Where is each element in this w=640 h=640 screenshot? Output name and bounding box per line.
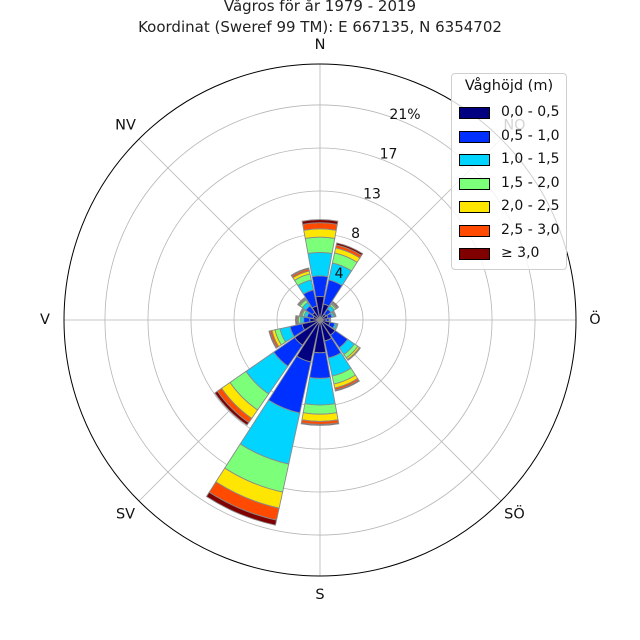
bar-sectors [205,219,364,526]
bar-sector-7-bin-6 [334,379,360,392]
legend-label: 0,0 - 0,5 [501,104,560,120]
legend-swatch [459,248,490,260]
bar-sector-8-bin-4 [301,412,339,422]
bar-sector-15-bin-6 [290,267,310,277]
legend-swatch [459,177,490,190]
legend-label: 1,0 - 1,5 [501,151,560,167]
bar-sector-3-bin-5 [332,310,337,318]
chart-title: Vågros för år 1979 - 2019 [223,0,417,15]
direction-label-N: N [315,37,326,53]
bar-sector-11-bin-6 [268,330,278,349]
radial-tick-label-4: 21% [389,107,420,123]
bar-sector-4-bin-3 [329,317,332,323]
bar-sector-0-bin-4 [303,228,337,239]
direction-label-V: V [40,312,50,328]
legend-label: ≥ 3,0 [501,245,540,261]
legend-title: Våghöjd (m) [464,78,554,94]
direction-label-S: S [315,587,324,603]
radial-tick-label-3: 17 [380,147,398,163]
legend-swatch [459,154,490,166]
bar-sector-13-bin-6 [298,308,304,317]
bar-sector-0-bin-3 [304,236,336,255]
bar-sector-6-bin-5 [346,346,362,362]
direction-label-SÖ: SÖ [504,504,525,522]
legend-swatch [459,107,490,119]
bar-sector-5-bin-3 [334,323,339,331]
radial-tick-label-0: 4 [335,266,344,282]
bar-sector-8-bin-3 [302,403,338,415]
chart-subtitle: Koordinat (Sweref 99 TM): E 667135, N 63… [138,18,502,36]
direction-label-Ö: Ö [589,310,600,328]
radial-tick-label-2: 13 [363,186,381,202]
grid-spoke-7 [138,138,321,321]
direction-label-NV: NV [115,118,136,134]
legend-swatch [459,130,490,143]
legend: Våghöjd (m) 0,0 - 0,5 0,5 - 1,0 1,0 - 1,5 1… [451,73,567,270]
legend-label: 2,5 - 3,0 [501,221,560,238]
bar-sector-8-bin-2 [304,376,336,406]
bar-sector-0-bin-2 [307,251,333,278]
legend-label: 2,0 - 2,5 [501,198,560,214]
bar-sector-8-bin-6 [300,422,340,426]
bar-sector-8-bin-1 [309,351,331,379]
bar-sector-2-bin-6 [331,300,340,309]
legend-label: 1,5 - 2,0 [501,174,560,191]
legend-label: 0,5 - 1,0 [501,127,560,144]
bar-sector-9-bin-6 [205,491,278,526]
bar-sector-1-bin-6 [335,242,364,257]
bar-sector-0-bin-6 [301,219,339,225]
legend-swatch [459,224,490,237]
outer-circle [63,63,577,577]
bar-sector-10-bin-6 [214,390,250,426]
legend-swatch [459,201,490,213]
bar-sector-12-bin-6 [294,315,298,325]
bar-sector-14-bin-6 [297,297,306,306]
radial-tick-label-1: 8 [351,226,360,242]
direction-label-SV: SV [116,506,135,522]
